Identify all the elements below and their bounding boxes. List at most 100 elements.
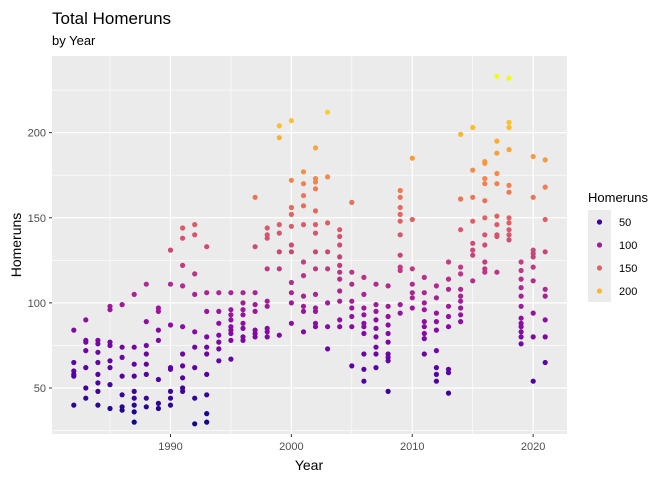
data-point <box>409 281 415 287</box>
data-point <box>288 290 294 296</box>
data-point <box>288 118 294 124</box>
data-point <box>470 252 476 258</box>
data-point <box>192 232 198 238</box>
data-point <box>119 344 125 350</box>
data-point <box>240 312 246 318</box>
data-point <box>421 351 427 357</box>
data-point <box>325 266 331 272</box>
data-point <box>373 365 379 371</box>
data-point <box>71 359 77 366</box>
data-point <box>506 227 512 233</box>
data-point <box>155 337 161 343</box>
legend-items: 50 100 150 200 <box>596 217 637 298</box>
data-point <box>494 150 500 156</box>
data-point <box>421 290 427 296</box>
data-point <box>167 366 174 372</box>
data-point <box>325 220 331 226</box>
data-point <box>518 285 524 291</box>
data-point <box>349 324 355 330</box>
data-point <box>312 266 319 272</box>
data-point <box>180 363 186 369</box>
data-point <box>228 290 234 296</box>
data-point <box>458 271 464 277</box>
data-point <box>385 322 391 328</box>
data-point <box>325 249 331 255</box>
data-point <box>83 395 89 401</box>
data-point <box>216 308 222 314</box>
data-point <box>458 196 464 202</box>
data-point <box>192 329 198 335</box>
legend-label: 150 <box>619 263 637 275</box>
data-point <box>83 339 89 345</box>
data-point <box>542 216 548 223</box>
y-tick-label: 150 <box>28 213 46 225</box>
data-point <box>361 312 367 318</box>
data-point <box>397 252 403 258</box>
y-axis-ticks: 50 100 150 200 <box>28 128 52 395</box>
data-point <box>155 405 161 412</box>
data-point <box>312 324 319 330</box>
data-point <box>300 329 307 335</box>
data-point <box>95 388 101 394</box>
data-point <box>518 341 524 347</box>
data-point <box>397 211 403 217</box>
data-point <box>143 342 149 349</box>
data-point <box>192 222 198 228</box>
data-point <box>119 392 125 398</box>
data-point <box>518 276 524 282</box>
data-point <box>264 235 270 241</box>
data-point <box>361 305 367 311</box>
data-point <box>337 233 343 240</box>
data-point <box>240 290 246 296</box>
data-point <box>228 307 234 313</box>
legend-key-background <box>588 210 611 302</box>
legend-swatch <box>596 265 603 271</box>
data-point <box>143 395 149 401</box>
data-point <box>409 295 415 301</box>
data-point <box>83 348 89 354</box>
data-point <box>312 291 319 297</box>
data-point <box>494 269 500 275</box>
data-point <box>445 313 452 320</box>
data-point <box>300 222 307 228</box>
data-point <box>349 313 355 320</box>
data-point <box>252 244 258 250</box>
data-point <box>180 235 186 241</box>
data-point <box>95 371 101 377</box>
data-point <box>276 135 282 141</box>
data-point <box>276 249 282 255</box>
x-tick-label: 2020 <box>521 441 545 453</box>
data-point <box>518 293 524 299</box>
data-point <box>204 411 210 417</box>
data-point <box>421 336 427 342</box>
data-point <box>131 373 137 379</box>
data-point <box>312 230 319 236</box>
data-point <box>445 370 452 376</box>
data-point <box>385 358 391 364</box>
data-point <box>131 388 137 394</box>
data-point <box>518 315 524 321</box>
data-point <box>518 259 524 265</box>
data-point <box>458 305 464 311</box>
data-point <box>470 240 476 246</box>
data-point <box>288 204 294 211</box>
data-point <box>421 330 427 337</box>
data-point <box>445 390 452 396</box>
data-point <box>264 303 270 309</box>
data-point <box>385 339 391 345</box>
data-point <box>216 290 222 296</box>
data-point <box>445 286 452 292</box>
data-point <box>337 288 343 294</box>
data-point <box>361 324 367 330</box>
data-point <box>397 218 403 224</box>
data-point <box>288 242 294 248</box>
data-point <box>470 278 476 284</box>
data-point <box>506 124 512 131</box>
data-point <box>252 308 258 314</box>
data-point <box>506 119 512 125</box>
data-point <box>482 232 488 238</box>
data-point <box>494 222 500 228</box>
data-point <box>180 225 186 231</box>
data-point <box>482 198 488 204</box>
data-point <box>276 332 282 338</box>
